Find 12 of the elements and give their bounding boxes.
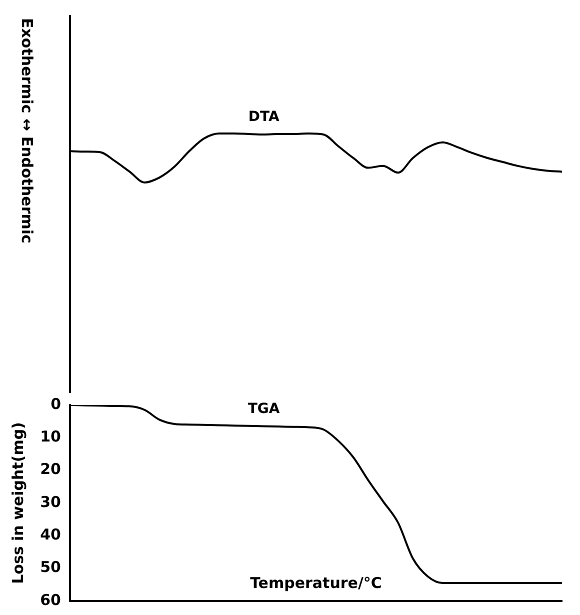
y-tick-label: 50 bbox=[40, 558, 61, 576]
y-tick-label: 20 bbox=[40, 460, 61, 478]
y-axis-title: Loss in weight(mg) bbox=[8, 422, 27, 584]
y-tick-label: 60 bbox=[40, 590, 61, 609]
y-axis-title: Exothermic ↔ Endothermic bbox=[18, 18, 36, 244]
y-tick-label: 10 bbox=[40, 428, 61, 446]
y-tick-label: 30 bbox=[40, 492, 61, 511]
x-axis-title: Temperature/°C bbox=[250, 574, 382, 592]
series-label: DTA bbox=[248, 109, 280, 126]
y-tick-label: 0 bbox=[50, 394, 61, 413]
y-tick-label: 40 bbox=[40, 526, 61, 544]
series-label: TGA bbox=[248, 400, 280, 417]
